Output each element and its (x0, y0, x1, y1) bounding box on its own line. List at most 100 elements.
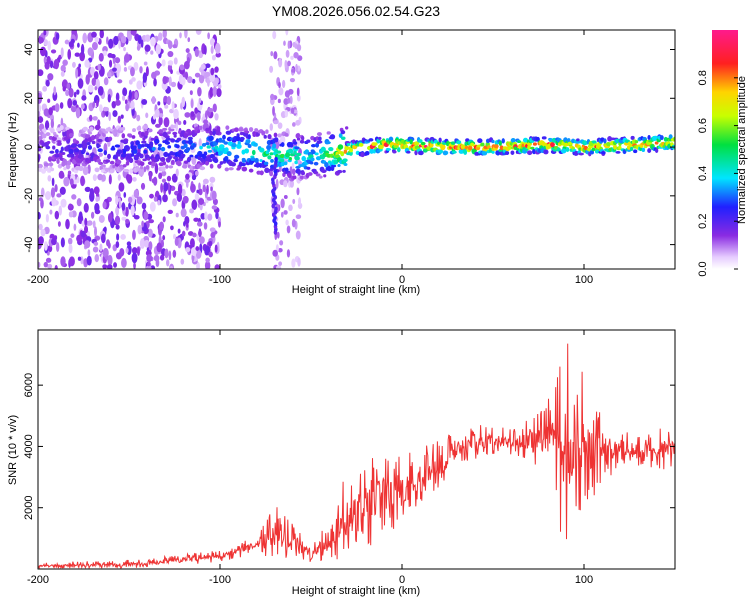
spectrogram-noise-blob (197, 111, 201, 122)
snr-ytick-label: 6000 (23, 373, 35, 397)
spectrogram-ridge-cell (228, 167, 234, 171)
spectrogram-ytick-label: -40 (23, 237, 35, 253)
colorbar-axes: 0.0 0.2 0.4 0.6 0.8 (697, 70, 738, 277)
spectrogram-noise-blob (291, 162, 295, 169)
spectrogram-noise-blob (194, 48, 199, 58)
spectrogram-noise-blob (136, 247, 140, 256)
spectrogram-noise-blob (103, 77, 109, 86)
spectrogram-noise-blob (43, 39, 49, 46)
spectrogram-noise-blob (194, 170, 199, 176)
spectrogram-ridge-cell (340, 130, 346, 135)
spectrogram-ridge-cell (38, 163, 43, 169)
spectrogram-noise-blob (91, 41, 98, 51)
spectrogram-ridge-cell (276, 150, 282, 154)
spectrogram-ridge-cell (230, 162, 237, 167)
spectrogram-ridge-cell (254, 157, 259, 164)
spectrogram-noise-blob (209, 72, 216, 83)
spectrogram-noise-blob (92, 220, 96, 229)
spectrogram-noise-blob (75, 67, 79, 79)
spectrogram-ridge-cell (499, 145, 504, 151)
spectrogram-ridge-cell (261, 130, 266, 136)
spectrogram-noise-blob (297, 257, 301, 267)
spectrogram-noise-blob (141, 220, 145, 228)
spectrogram-noise-blob (60, 198, 67, 208)
spectrogram-ridge-cell (451, 150, 457, 154)
spectrogram-noise-blob (38, 223, 43, 231)
spectrogram-ridge-cell (270, 158, 274, 163)
spectrogram-ridge-cell (578, 152, 584, 156)
spectrogram-noise-blob (67, 170, 72, 175)
spectrogram-noise-blob (185, 173, 190, 180)
spectrogram-ridge-cell (219, 150, 224, 155)
spectrogram-ridge-cell (85, 152, 90, 156)
spectrogram-noise-blob (113, 262, 118, 268)
spectrogram-noise-blob (167, 50, 174, 58)
spectrogram-ridge-cell (187, 136, 193, 141)
spectrogram-ridge-cell (392, 150, 397, 154)
spectrogram-ridge-cell (160, 146, 166, 152)
spectrogram-ridge-cell (296, 137, 301, 141)
spectrogram-noise-blob (38, 211, 41, 220)
spectrogram-noise-blob (167, 60, 174, 66)
spectrogram-ridge-cell (266, 145, 272, 150)
spectrogram-noise-blob (162, 75, 168, 85)
spectrogram-ridge-cell (301, 155, 307, 162)
spectrogram-ridge-cell (47, 166, 52, 173)
spectrogram-noise-blob (118, 182, 125, 192)
spectrogram-noise-blob (164, 104, 169, 109)
spectrogram-ridge-cell (97, 138, 103, 143)
spectrogram-noise-blob (177, 183, 183, 195)
spectrogram-ridge-cell (522, 137, 529, 143)
spectrogram-ridge-cell (203, 151, 208, 156)
spectrogram-ridge-cell (122, 164, 127, 168)
spectrogram-noise-blob (172, 198, 178, 207)
spectrogram-noise-blob (53, 58, 60, 70)
spectrogram-noise-blob (171, 173, 178, 183)
spectrogram-noise-blob (272, 105, 275, 116)
spectrogram-ridge-cell (438, 137, 442, 143)
spectrogram-noise-blob (296, 44, 302, 52)
spectrogram-noise-blob (161, 59, 166, 67)
spectrogram-noise-blob (289, 179, 294, 188)
spectrogram-ridge-cell (60, 146, 64, 152)
spectrogram-ridge-cell (349, 151, 353, 156)
spectrogram-noise-blob (131, 30, 137, 36)
spectrogram-ridge-cell (313, 171, 319, 175)
spectrogram-noise-blob (198, 138, 202, 148)
spectrogram-noise-blob (131, 252, 138, 264)
spectrogram-noise-blob (291, 258, 296, 268)
spectrogram-noise-blob (38, 110, 41, 117)
spectrogram-noise-blob (123, 47, 126, 52)
spectrogram-ridge-cell (186, 128, 191, 133)
spectrogram-ridge-cell (247, 134, 251, 140)
spectrogram-ytick-label: 0 (23, 144, 35, 150)
spectrogram-ridge-cell (48, 135, 53, 140)
spectrogram-noise-blob (94, 202, 100, 213)
spectrogram-noise-blob (216, 88, 222, 98)
spectrogram-noise-blob (38, 236, 44, 245)
spectrogram-ridge-cell (591, 147, 596, 152)
spectrogram-noise-blob (273, 120, 279, 125)
spectrogram-ridge-cell (349, 147, 354, 153)
spectrogram-ridge-cell (212, 130, 216, 136)
spectrogram-noise-blob (65, 218, 70, 230)
spectrogram-noise-blob (215, 42, 221, 54)
snr-panel: -200 -100 0 100 2000 4000 6000 Height of strai… (7, 329, 676, 597)
spectrogram-noise-blob (91, 77, 97, 86)
spectrogram-noise-blob (295, 119, 301, 126)
spectrogram-ridge-cell (130, 153, 135, 157)
colorbar-tick-label: 0.4 (697, 166, 709, 181)
spectrogram-noise-blob (60, 64, 66, 72)
spectrogram-ridge-cell (154, 138, 160, 144)
spectrogram-noise-blob (122, 87, 128, 97)
spectrogram-ridge-cell (206, 145, 211, 149)
spectrogram-ridge-cell (250, 157, 256, 161)
spectrogram-ridge-cell (300, 135, 305, 141)
spectrogram-ridge-cell (284, 132, 289, 137)
spectrogram-ridge-cell (385, 147, 392, 151)
spectrogram-noise-blob (43, 108, 50, 117)
spectrogram-noise-blob (162, 194, 168, 203)
spectrogram-noise-blob (200, 63, 206, 70)
spectrogram-noise-blob (114, 215, 121, 225)
spectrogram-noise-blob (291, 68, 295, 73)
